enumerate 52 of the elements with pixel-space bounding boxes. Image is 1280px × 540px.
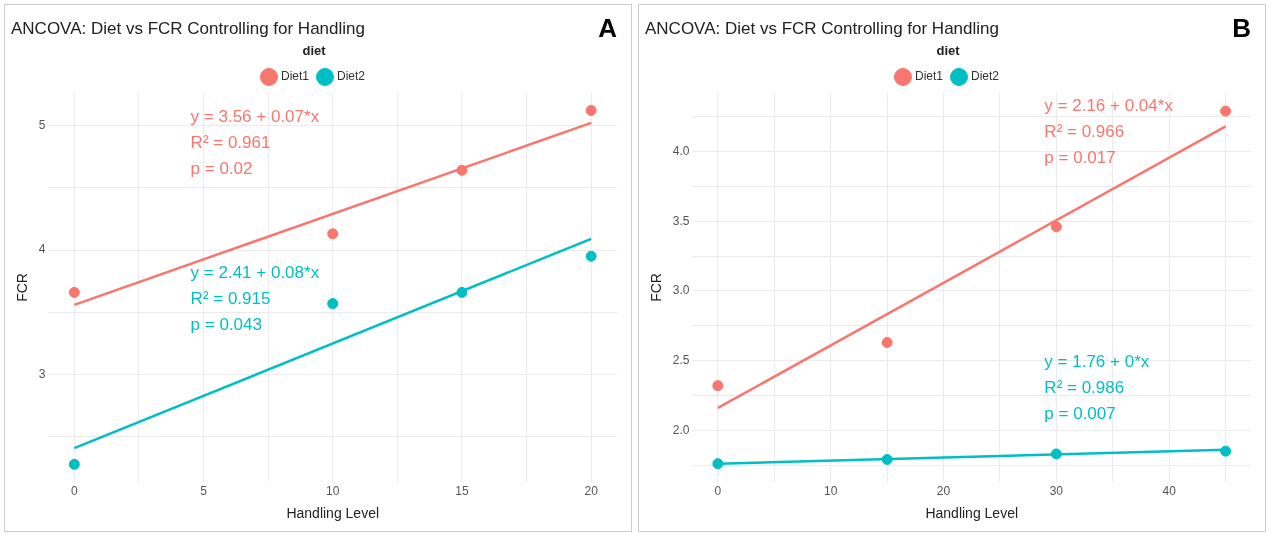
x-tick-label: 15: [455, 484, 469, 499]
point: [1220, 105, 1232, 117]
text: A: [598, 13, 618, 44]
x-axis-title: Handling Level: [925, 505, 1019, 522]
x-tick-label: 30: [1049, 484, 1064, 499]
point: [881, 454, 893, 465]
legend-title: diet: [936, 43, 961, 59]
y-tick-label: 3.0: [672, 283, 690, 298]
point: [1050, 221, 1062, 233]
point: [68, 458, 80, 470]
point: [327, 228, 339, 240]
y-tick-label: 4.0: [672, 143, 690, 158]
legend-label: Diet2: [337, 69, 366, 84]
x-axis-title: Handling Level: [286, 505, 380, 522]
point: [712, 380, 724, 392]
text: B: [1232, 13, 1251, 44]
point: [456, 164, 468, 176]
x-tick-label: 10: [824, 484, 838, 499]
point: [585, 104, 597, 116]
point: [68, 286, 80, 298]
point: [456, 286, 468, 298]
annotation: y = 2.16 + 0.04*x R² = 0.966 p = 0.017: [1044, 95, 1174, 167]
y-tick-label: 2.0: [672, 422, 690, 437]
y-axis-title: FCR: [14, 273, 31, 302]
point: [712, 458, 724, 470]
y-tick-label: 3.5: [672, 213, 690, 228]
chart-title: ANCOVA: Diet vs FCR Controlling for Handling: [645, 18, 999, 38]
legend-title: diet: [302, 43, 327, 59]
x-tick-label: 10: [326, 484, 340, 499]
point: [1220, 445, 1232, 457]
chart-title: ANCOVA: Diet vs FCR Controlling for Handling: [11, 18, 365, 38]
x-tick-label: 0: [714, 484, 722, 499]
y-tick-label: 2.5: [672, 352, 690, 367]
point: [327, 298, 339, 310]
x-tick-label: 0: [70, 484, 78, 499]
annotation: y = 1.76 + 0*x R² = 0.986 p = 0.007: [1044, 352, 1150, 424]
legend-label: Diet1: [914, 69, 944, 84]
annotation: y = 2.41 + 0.08*x R² = 0.915 p = 0.043: [190, 262, 320, 334]
point: [585, 250, 597, 262]
legend-label: Diet1: [280, 69, 310, 84]
y-tick-label: 4: [38, 242, 46, 257]
y-axis-title: FCR: [648, 273, 665, 302]
y-tick-label: 3: [38, 366, 46, 381]
x-tick-label: 40: [1162, 484, 1177, 499]
annotation: y = 3.56 + 0.07*x R² = 0.961 p = 0.02: [190, 107, 320, 179]
x-tick-label: 20: [584, 484, 599, 499]
legend-label: Diet2: [971, 69, 1000, 84]
x-tick-label: 5: [200, 484, 208, 499]
point: [881, 336, 893, 348]
x-tick-label: 20: [936, 484, 951, 499]
y-tick-label: 5: [38, 117, 46, 132]
point: [1050, 448, 1062, 460]
